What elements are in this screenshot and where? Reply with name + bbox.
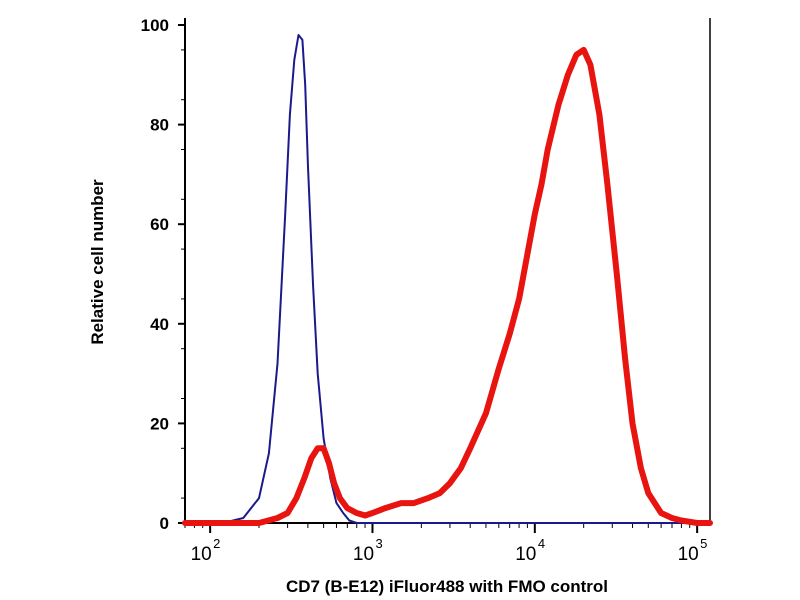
plot-frame	[184, 18, 711, 524]
y-tick-label-40: 40	[150, 315, 169, 334]
x-tick-label-exponent: 4	[538, 536, 545, 551]
y-tick-label-100: 100	[141, 16, 169, 35]
series-line-1	[184, 34, 711, 524]
y-tick-label-0: 0	[160, 514, 169, 533]
x-tick-label-exponent: 2	[213, 536, 220, 551]
y-minor-ticks	[181, 49, 185, 499]
y-tick-label-80: 80	[150, 116, 169, 135]
x-tick-label-base: 10	[353, 544, 374, 565]
y-tick-label-60: 60	[150, 215, 169, 234]
y-tick-label-20: 20	[150, 414, 169, 433]
y-axis-title: Relative cell number	[88, 179, 107, 345]
x-tick-label-base: 10	[678, 544, 699, 565]
x-tick-label-base: 10	[515, 544, 536, 565]
x-axis-title: CD7 (B-E12) iFluor488 with FMO control	[286, 577, 608, 596]
series-line-2	[182, 46, 713, 526]
x-tick-label-exponent: 5	[700, 536, 707, 551]
y-axis-ticks: 0 20 40 60 80 100	[141, 16, 185, 533]
series-layer	[182, 34, 713, 526]
x-tick-label-exponent: 3	[375, 536, 382, 551]
x-tick-label-base: 10	[191, 544, 212, 565]
